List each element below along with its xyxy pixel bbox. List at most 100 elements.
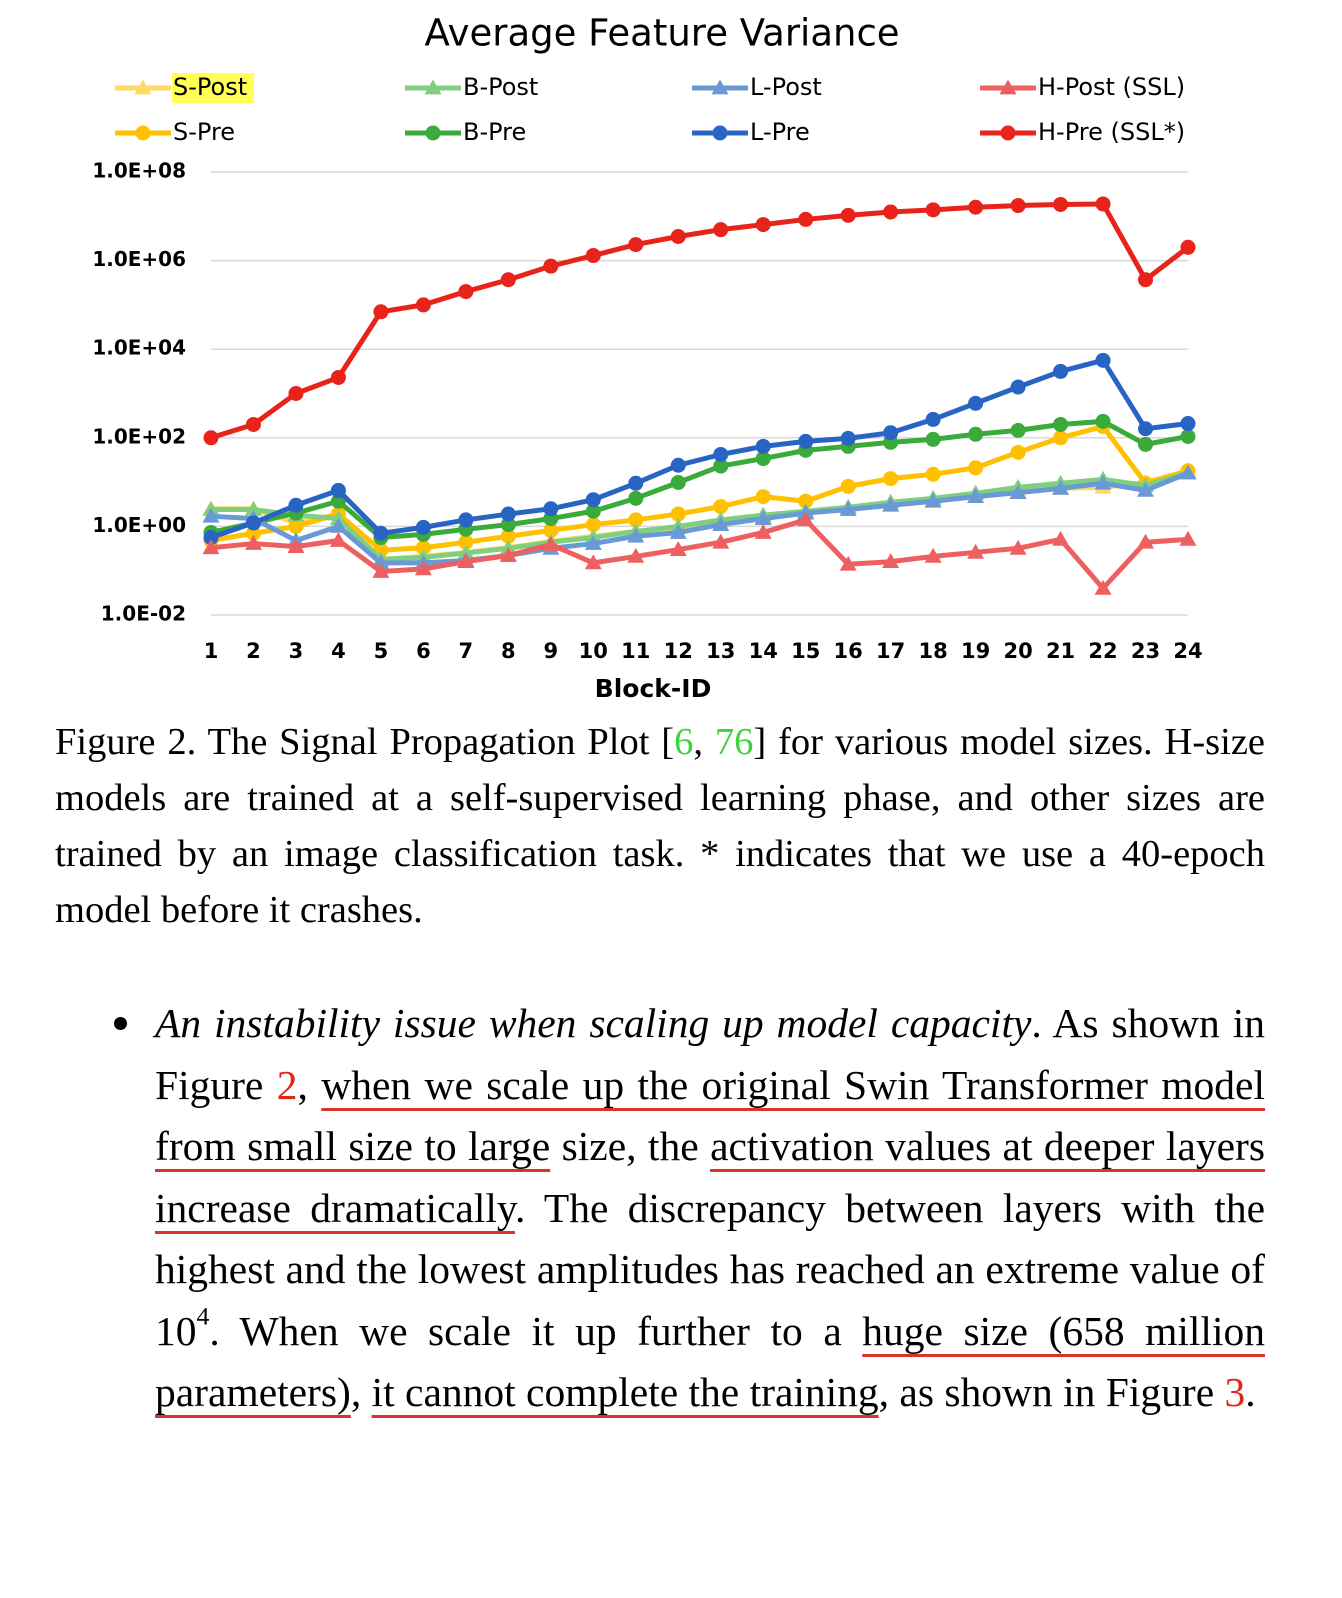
x-tick-label: 14 xyxy=(749,639,778,663)
marker xyxy=(1137,533,1155,549)
x-tick-label: 5 xyxy=(374,639,389,663)
citation[interactable]: 76 xyxy=(714,721,754,763)
x-tick-label: 17 xyxy=(876,639,905,663)
marker xyxy=(1137,481,1155,497)
marker xyxy=(882,553,900,569)
text: . xyxy=(1245,1369,1256,1415)
marker xyxy=(135,125,151,141)
marker xyxy=(1180,239,1196,255)
x-tick-label: 2 xyxy=(246,639,261,663)
x-tick-label: 24 xyxy=(1173,639,1202,663)
marker xyxy=(1179,464,1197,480)
x-tick-label: 4 xyxy=(331,639,346,663)
marker xyxy=(968,426,984,442)
marker xyxy=(883,471,899,487)
x-tick-label: 10 xyxy=(579,639,608,663)
legend-label: B-Pre xyxy=(463,118,526,146)
marker xyxy=(499,547,517,562)
legend-label: S-Pre xyxy=(173,118,235,146)
marker xyxy=(712,533,730,549)
text: , as shown in Figure xyxy=(878,1369,1225,1415)
marker xyxy=(1138,421,1154,437)
marker xyxy=(585,503,601,519)
marker xyxy=(754,523,772,539)
marker xyxy=(584,554,602,570)
marker xyxy=(670,506,686,522)
legend-item: L-Post xyxy=(692,73,822,101)
legend-label: S-Post xyxy=(173,73,247,101)
marker xyxy=(543,501,559,517)
marker xyxy=(543,258,559,274)
marker xyxy=(1000,125,1016,141)
marker xyxy=(924,492,942,508)
marker xyxy=(458,284,474,300)
marker xyxy=(798,433,814,449)
marker xyxy=(967,488,985,504)
marker xyxy=(968,460,984,476)
marker xyxy=(627,547,645,563)
marker xyxy=(1052,530,1070,546)
chart: Average Feature Variance Block-ID 1.0E-0… xyxy=(92,12,1202,704)
marker xyxy=(924,547,942,563)
marker xyxy=(415,540,431,556)
marker xyxy=(839,501,857,516)
marker xyxy=(1052,479,1070,495)
marker xyxy=(245,416,261,432)
x-axis-title: Block-ID xyxy=(595,674,712,703)
marker xyxy=(628,512,644,528)
legend-item: H-Post (SSL) xyxy=(980,73,1185,101)
figure-caption: Figure 2. The Signal Propagation Plot [6… xyxy=(55,714,1265,938)
bullet xyxy=(114,1017,127,1030)
marker xyxy=(1010,422,1026,438)
y-tick-label: 1.0E+08 xyxy=(92,159,186,183)
legend-item: S-Post xyxy=(115,73,254,103)
marker xyxy=(244,535,262,550)
marker xyxy=(627,527,645,543)
marker xyxy=(713,458,729,474)
marker xyxy=(628,490,644,506)
x-tick-label: 19 xyxy=(961,639,990,663)
marker xyxy=(713,446,729,462)
marker xyxy=(415,297,431,313)
marker xyxy=(329,532,347,547)
x-tick-label: 11 xyxy=(621,639,650,663)
marker xyxy=(1010,379,1026,395)
marker xyxy=(329,510,347,525)
marker xyxy=(329,517,347,533)
marker xyxy=(1095,352,1111,368)
legend-item: L-Pre xyxy=(692,118,810,146)
underlined-text: activation values at deeper layers incre… xyxy=(155,1123,1265,1231)
marker xyxy=(500,517,516,533)
underlined-text: when we scale up the original Swin Trans… xyxy=(155,1061,1266,1170)
series xyxy=(203,196,1196,446)
figure-ref[interactable]: 3 xyxy=(1224,1369,1246,1415)
marker xyxy=(134,79,152,95)
marker xyxy=(1138,272,1154,288)
series-line xyxy=(210,470,1189,566)
figure-ref[interactable]: 2 xyxy=(276,1061,298,1108)
caption-text: ] for various model sizes. H-size models… xyxy=(55,721,1266,931)
marker xyxy=(798,211,814,227)
legend-label: L-Post xyxy=(750,73,822,101)
text: . As shown in Figure xyxy=(155,1000,1265,1108)
y-tick-label: 1.0E+04 xyxy=(92,336,186,360)
marker xyxy=(711,79,729,95)
x-tick-label: 12 xyxy=(664,639,693,663)
marker xyxy=(968,199,984,215)
legend-item: S-Pre xyxy=(115,118,235,146)
marker xyxy=(670,228,686,244)
paragraph: An instability issue when scaling up mod… xyxy=(155,993,1265,1424)
marker xyxy=(712,516,730,531)
marker xyxy=(203,430,219,446)
legend-item: B-Post xyxy=(405,73,538,101)
citation[interactable]: 6 xyxy=(674,721,694,763)
marker xyxy=(330,482,346,498)
marker xyxy=(1138,436,1154,452)
underlined-text: huge size (658 million parameters) xyxy=(155,1307,1265,1416)
marker xyxy=(1009,539,1027,555)
marker xyxy=(202,539,220,555)
marker xyxy=(288,497,304,513)
marker xyxy=(373,304,389,320)
marker xyxy=(245,515,261,531)
marker xyxy=(373,525,389,541)
